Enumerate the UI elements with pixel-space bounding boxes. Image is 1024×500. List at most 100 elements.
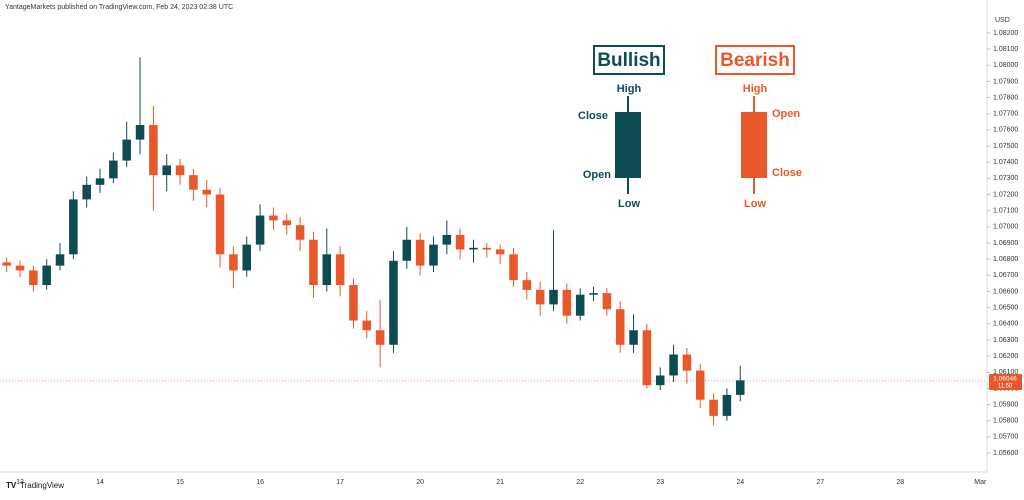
- candle-body: [522, 280, 532, 290]
- candle-body: [29, 270, 38, 286]
- y-tick-label: 1.07000: [993, 224, 1018, 231]
- bullish-low: Low: [618, 198, 640, 210]
- x-tick-label: 20: [416, 479, 424, 486]
- candle-body: [415, 239, 425, 266]
- candle-body: [429, 244, 438, 266]
- candle-body: [42, 265, 51, 286]
- candle-body: [175, 165, 185, 176]
- x-tick-label: 14: [96, 479, 104, 486]
- candle-body: [695, 370, 705, 400]
- y-tick-label: 1.06300: [993, 337, 1018, 344]
- candle-body: [162, 165, 171, 176]
- bearish-close: Close: [772, 167, 802, 179]
- candle-body: [202, 189, 212, 195]
- candle-body: [509, 254, 518, 281]
- candle-body: [575, 294, 585, 316]
- y-tick-label: 1.05700: [993, 434, 1018, 441]
- candle-body: [215, 194, 225, 255]
- candle-body: [589, 293, 598, 295]
- candle-body: [682, 354, 692, 371]
- candle-body: [615, 309, 625, 345]
- candle-body: [82, 184, 91, 200]
- y-tick-label: 1.06900: [993, 240, 1018, 247]
- candle-body: [269, 215, 278, 221]
- y-tick-label: 1.05800: [993, 418, 1018, 425]
- y-tick-label: 1.07700: [993, 111, 1018, 118]
- candle-body: [335, 254, 345, 286]
- y-tick-label: 1.05600: [993, 450, 1018, 457]
- candle-body: [709, 399, 718, 416]
- candle-body: [135, 125, 145, 140]
- y-tick-label: 1.07600: [993, 127, 1018, 134]
- footer-logo: TV TradingView: [6, 481, 64, 490]
- candle-body: [669, 354, 678, 376]
- candle-body: [69, 199, 78, 255]
- countdown: 11:50: [998, 384, 1013, 390]
- candle-body: [735, 380, 745, 395]
- y-tick-label: 1.08200: [993, 30, 1018, 37]
- y-unit: USD: [995, 17, 1010, 24]
- candle-body: [122, 139, 131, 161]
- bearish-title: Bearish: [720, 50, 790, 71]
- x-tick-label: 24: [736, 479, 744, 486]
- candle-body: [602, 293, 612, 310]
- candle-body: [562, 289, 572, 316]
- y-tick-label: 1.07400: [993, 159, 1018, 166]
- y-tick-label: 1.06700: [993, 272, 1018, 279]
- candle-body: [629, 330, 638, 345]
- y-tick-label: 1.08100: [993, 46, 1018, 53]
- footer: TradingView: [20, 481, 64, 490]
- header: YantageMarkets published on TradingView.…: [5, 4, 233, 11]
- y-tick-label: 1.07800: [993, 94, 1018, 101]
- bearish-body: [741, 112, 767, 178]
- candle-body: [469, 247, 478, 250]
- candle-body: [2, 262, 11, 266]
- candle-body: [722, 394, 732, 416]
- y-tick-label: 1.06800: [993, 256, 1018, 263]
- bullish-title: Bullish: [597, 50, 660, 71]
- x-tick-label: 13: [16, 479, 24, 486]
- y-tick-label: 1.06100: [993, 369, 1018, 376]
- x-tick-label: Mar: [974, 479, 987, 486]
- bullish-body: [615, 112, 641, 178]
- candle-body: [535, 289, 545, 305]
- y-tick-label: 1.07500: [993, 143, 1018, 150]
- last-price-box: [989, 373, 1022, 390]
- candle-body: [642, 330, 652, 386]
- y-tick-label: 1.06500: [993, 304, 1018, 311]
- bullish-high: High: [617, 83, 642, 95]
- x-tick-label: 28: [896, 479, 904, 486]
- candle-body: [362, 320, 372, 331]
- candle-body: [189, 175, 198, 190]
- candle-body: [109, 160, 118, 179]
- bullish-box: [593, 45, 665, 75]
- candle-body: [495, 249, 505, 255]
- y-tick-label: 1.07900: [993, 78, 1018, 85]
- candle-body: [309, 239, 318, 286]
- candle-body: [15, 265, 25, 271]
- candle-body: [442, 234, 452, 245]
- candle-body: [655, 375, 665, 386]
- x-tick-label: 22: [576, 479, 584, 486]
- bearish-open: Open: [772, 108, 800, 120]
- y-tick-label: 1.07100: [993, 208, 1018, 215]
- x-tick-label: 15: [176, 479, 184, 486]
- candle-body: [229, 254, 238, 271]
- candle-body: [375, 330, 385, 345]
- candle-body: [402, 239, 412, 261]
- candle-body: [482, 247, 492, 250]
- y-tick-label: 1.06200: [993, 353, 1018, 360]
- x-tick-label: 21: [496, 479, 504, 486]
- y-tick-label: 1.07300: [993, 175, 1018, 182]
- candle-body: [455, 234, 465, 250]
- candle-body: [255, 215, 265, 245]
- candle-body: [282, 220, 292, 226]
- candle-body: [55, 254, 65, 266]
- logo-mark: TV: [6, 481, 17, 490]
- y-tick-label: 1.05900: [993, 401, 1018, 408]
- bullish-open: Open: [583, 169, 611, 181]
- candle-body: [549, 289, 558, 305]
- candle-body: [295, 225, 305, 240]
